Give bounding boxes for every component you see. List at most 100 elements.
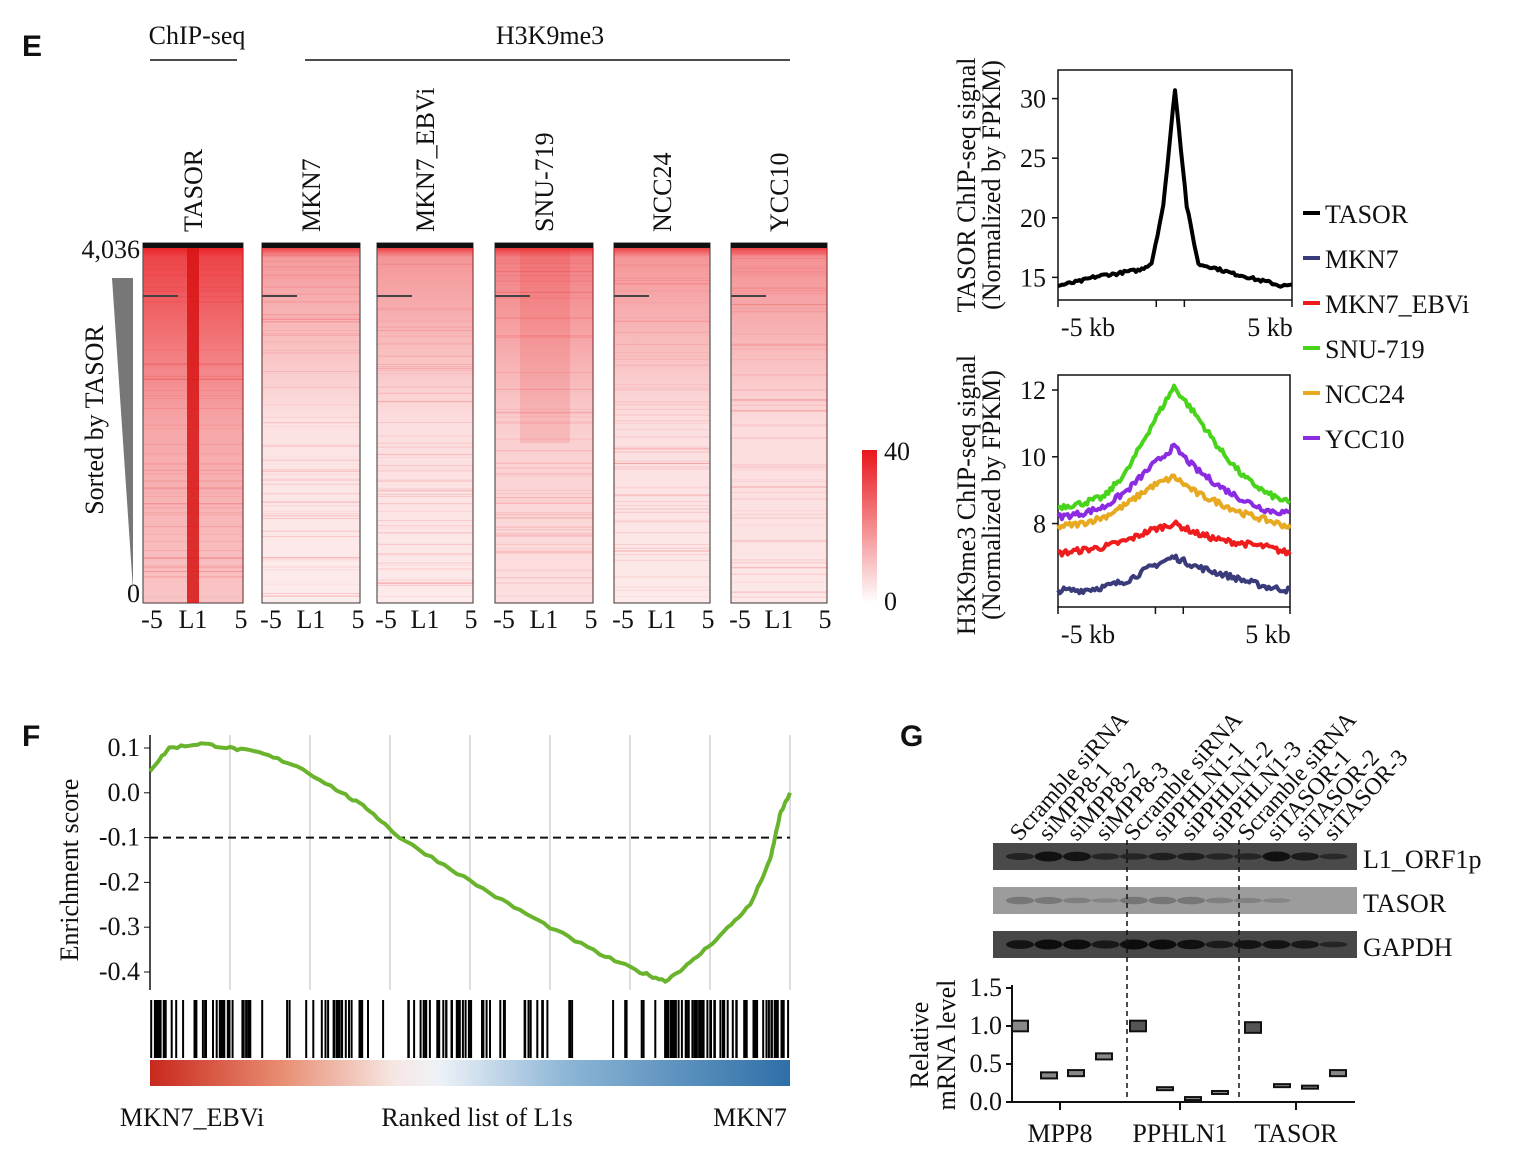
blot-band: [1006, 896, 1034, 905]
y-tick-label: 0.0: [108, 778, 141, 807]
legend-label: TASOR: [1325, 200, 1409, 229]
heatmap-row: [495, 259, 593, 261]
blot-row-label: L1_ORF1p: [1363, 845, 1481, 874]
heatmap-top-band: [731, 243, 827, 248]
heatmap-row: [731, 596, 827, 598]
heatmap-row: [495, 569, 593, 571]
heatmap-row: [614, 508, 710, 510]
heatmap-row: [731, 581, 827, 583]
heatmap-NCC24: [614, 243, 710, 603]
x-tick-label: L1: [411, 605, 440, 634]
heatmap-MKN7_EBVi: [377, 243, 473, 603]
group-label-chipseq: ChIP-seq: [149, 21, 246, 50]
heatmap-row: [262, 583, 360, 585]
heatmap-row: [614, 290, 710, 292]
hit-bar: [337, 1000, 339, 1058]
blot-band: [1148, 939, 1177, 950]
heatmap-row: [614, 487, 710, 489]
heatmap-row: [614, 586, 710, 588]
heatmap-row: [614, 462, 710, 464]
hit-bar: [245, 1000, 248, 1058]
heatmap-YCC10: [731, 243, 827, 603]
heatmap-row: [377, 470, 473, 472]
box-PPHLN1: [1211, 1089, 1229, 1095]
heatmap-MKN7: [262, 243, 360, 603]
heatmap-row: [262, 293, 360, 295]
heatmap-row: [377, 373, 473, 375]
heatmap-row: [495, 532, 593, 534]
heatmap-row: [495, 533, 593, 535]
heatmap-row: [262, 349, 360, 351]
heatmap-row: [731, 307, 827, 309]
hit-bar: [698, 1000, 701, 1058]
tasor-center-stripe: [187, 243, 199, 603]
heatmap-row: [614, 387, 710, 389]
heatmap-row: [377, 510, 473, 512]
right-phenotype-label: MKN7: [713, 1103, 787, 1132]
hit-bar: [674, 1000, 677, 1058]
y-axis-label: (Normalized by FPKM): [977, 370, 1006, 620]
hit-bar: [219, 1000, 222, 1058]
heatmap-row: [731, 389, 827, 391]
box-MPP8: [1067, 1069, 1085, 1078]
heatmap-row: [262, 301, 360, 303]
hit-bar: [721, 1000, 724, 1058]
heatmap-row: [614, 576, 710, 578]
heatmap-row: [614, 468, 710, 470]
heatmap-row: [614, 494, 710, 496]
box-MPP8: [1095, 1052, 1113, 1061]
hit-bar: [691, 1000, 694, 1058]
hit-bar: [341, 1000, 344, 1058]
heatmap-row: [377, 527, 473, 529]
heatmap-row: [614, 448, 710, 450]
heatmap-row: [495, 552, 593, 554]
blot-band: [1034, 851, 1063, 862]
blot-band: [1234, 940, 1262, 949]
heatmap-row: [262, 274, 360, 276]
hit-bar: [713, 1000, 716, 1058]
heatmap-top-band: [262, 243, 360, 248]
heatmap-row: [731, 486, 827, 488]
heatmap-row: [731, 344, 827, 346]
heatmap-row: [262, 313, 360, 315]
blot-band: [1177, 852, 1205, 861]
heatmap-row: [614, 264, 710, 266]
heatmap-row: [614, 277, 710, 279]
heatmap-row: [731, 411, 827, 413]
heatmap-top-band: [377, 243, 473, 248]
heatmap-row: [614, 384, 710, 386]
hit-bar: [467, 1000, 470, 1058]
sort-label: Sorted by TASOR: [80, 325, 109, 515]
heatmap-row: [262, 318, 360, 320]
heatmap-row: [262, 426, 360, 428]
heatmap-row: [262, 513, 360, 515]
hit-bar: [624, 1000, 627, 1058]
hit-bar: [743, 1000, 746, 1058]
x-tick-label: -5 kb: [1061, 313, 1115, 342]
y-tick-label: 10: [1020, 443, 1046, 472]
heatmap-row: [377, 555, 473, 557]
heatmap-row: [262, 470, 360, 472]
hit-bar: [436, 1000, 439, 1058]
hit-bar: [568, 1000, 571, 1058]
blot-band: [1034, 939, 1063, 950]
heatmap-row: [495, 438, 593, 440]
heatmap-row: [614, 429, 710, 431]
heatmap-row: [614, 486, 710, 488]
hit-bar: [327, 1000, 330, 1058]
heatmap-top-band: [614, 243, 710, 248]
heatmap-row: [377, 355, 473, 357]
blot-band: [1319, 853, 1348, 860]
heatmap-row: [495, 514, 593, 516]
y-tick-label: -0.4: [99, 957, 140, 986]
heatmap-row: [377, 553, 473, 555]
hit-bar: [502, 1000, 505, 1058]
heatmap-row: [262, 493, 360, 495]
y-tick-label: 20: [1020, 204, 1046, 233]
legend-label: MKN7: [1325, 245, 1399, 274]
heatmap-row: [262, 517, 360, 519]
heatmap-row: [731, 290, 827, 292]
blot-band: [1291, 940, 1319, 949]
series-line-YCC10: [1056, 442, 1291, 522]
